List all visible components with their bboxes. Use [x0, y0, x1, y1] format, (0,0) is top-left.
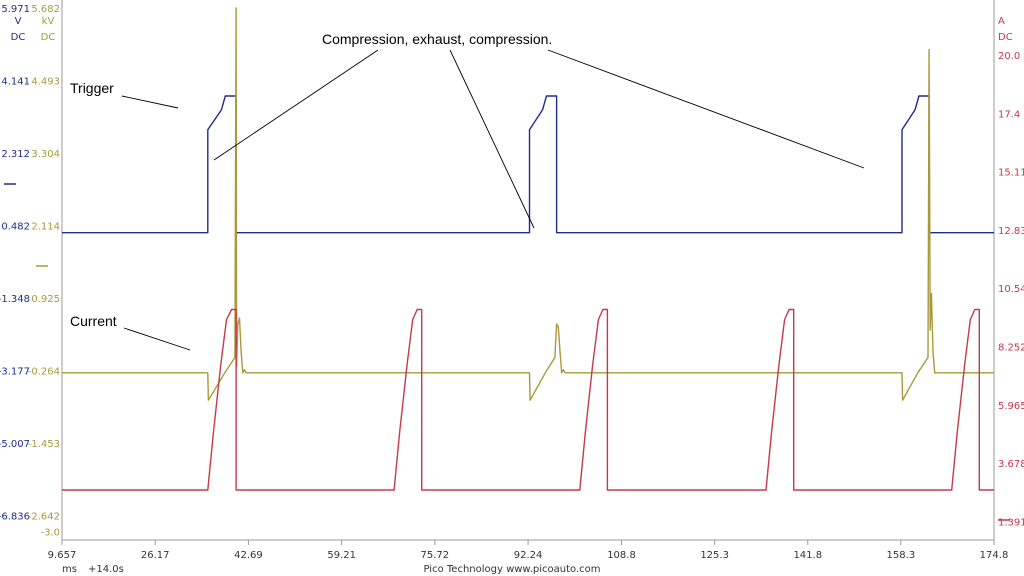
coil-voltage-trace	[62, 7, 994, 401]
trigger-axis-tick-label: 4.141	[1, 77, 30, 88]
compression-leader-2	[449, 49, 535, 229]
voltage-axis-tick-label: -0.264	[28, 367, 60, 378]
x-tick-label: 141.8	[793, 550, 822, 561]
current-axis-tick-label: 15.11	[998, 168, 1024, 179]
tick-labels: 5.971 4.141 2.312 0.482 -1.348 -3.177 -5.007 -6…	[0, 4, 1024, 576]
trigger-axis-tick-label: -3.177	[0, 367, 30, 378]
current-axis-tick-label: 17.4	[998, 109, 1020, 120]
x-tick-label: 158.3	[887, 550, 916, 561]
x-tick-label: 59.21	[327, 550, 356, 561]
current-trace	[62, 308, 994, 491]
x-tick-label: 174.8	[980, 550, 1009, 561]
voltage-axis-tick-label: -2.642	[28, 512, 60, 523]
voltage-axis-unit: kV	[42, 16, 55, 27]
current-axis-tick-label: 1.391	[998, 517, 1024, 528]
trigger-axis-tick-label: -6.836	[0, 512, 30, 523]
voltage-axis-tick-label: 0.925	[31, 294, 60, 305]
x-tick-label: 92.24	[514, 550, 543, 561]
current-leader	[123, 327, 191, 351]
voltage-axis-tick-label: 2.114	[31, 222, 60, 233]
x-tick-label: 9.657	[48, 550, 77, 561]
current-axis-coupling: DC	[998, 32, 1013, 43]
trigger-axis-tick-label: -5.007	[0, 439, 30, 450]
traces	[62, 7, 994, 491]
x-axis-unit: ms	[62, 564, 77, 575]
current-axis-tick-label: 10.54	[998, 284, 1024, 295]
trigger-axis-tick-label: 0.482	[1, 222, 30, 233]
trigger-trace	[62, 95, 994, 234]
voltage-axis-tick-label: -3.0	[40, 528, 60, 539]
annotation-leaders	[121, 49, 865, 351]
trigger-leader	[121, 95, 179, 109]
current-axis-tick-label: 12.83	[998, 226, 1024, 237]
x-tick-label: 108.8	[607, 550, 636, 561]
current-axis-tick-label: 20.0	[998, 51, 1020, 62]
trigger-axis-coupling: DC	[11, 32, 26, 43]
current-annotation: Current	[70, 313, 117, 329]
current-axis-unit: A	[998, 16, 1005, 27]
current-axis-tick-label: 3.678	[998, 459, 1024, 470]
compression-leader-3	[547, 49, 865, 169]
x-tick-label: 125.3	[700, 550, 729, 561]
footer-credit: Pico Technology www.picoauto.com	[424, 564, 601, 575]
trigger-axis-tick-label: 2.312	[1, 149, 30, 160]
x-axis-offset: +14.0s	[88, 564, 124, 575]
trigger-axis-unit: V	[15, 16, 22, 27]
voltage-axis-tick-label: 5.682	[31, 4, 60, 15]
x-tick-label: 75.72	[421, 550, 450, 561]
voltage-axis-tick-label: 4.493	[31, 77, 60, 88]
trigger-axis-tick-label: -1.348	[0, 294, 30, 305]
voltage-axis-tick-label: -1.453	[28, 439, 60, 450]
voltage-axis-coupling: DC	[41, 32, 56, 43]
x-tick-label: 26.17	[141, 550, 170, 561]
current-axis-tick-label: 5.965	[998, 401, 1024, 412]
current-axis-tick-label: 8.252	[998, 343, 1024, 354]
voltage-axis-tick-label: 3.304	[31, 149, 60, 160]
trigger-annotation: Trigger	[70, 80, 114, 96]
x-tick-label: 42.69	[234, 550, 263, 561]
trigger-axis-tick-label: 5.971	[1, 4, 30, 15]
compression-leader-1	[213, 49, 379, 161]
compression-annotation: Compression, exhaust, compression.	[322, 31, 552, 47]
